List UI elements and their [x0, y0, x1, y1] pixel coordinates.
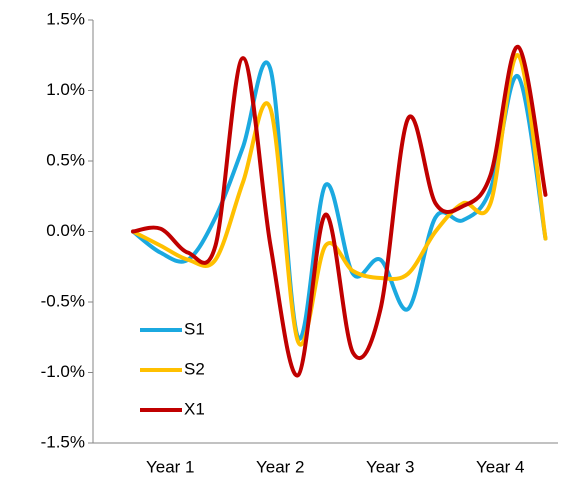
y-tick-label: 0.0%: [46, 221, 85, 240]
line-series: [131, 60, 548, 341]
x-tick-label: Year 3: [366, 457, 415, 476]
y-tick-label: 0.5%: [46, 150, 85, 169]
y-tick-label: -1.0%: [41, 362, 85, 381]
legend-label: S1: [184, 319, 205, 338]
x-tick-label: Year 1: [146, 457, 195, 476]
y-tick-label: 1.0%: [46, 80, 85, 99]
legend-label: S2: [184, 359, 205, 378]
line-series: [131, 53, 548, 347]
y-tick-label: -0.5%: [41, 291, 85, 310]
legend-label: X1: [184, 399, 205, 418]
x-tick-label: Year 2: [256, 457, 305, 476]
y-tick-label: -1.5%: [41, 432, 85, 451]
y-tick-label: 1.5%: [46, 9, 85, 28]
line-series: [131, 44, 548, 378]
x-tick-label: Year 4: [476, 457, 525, 476]
